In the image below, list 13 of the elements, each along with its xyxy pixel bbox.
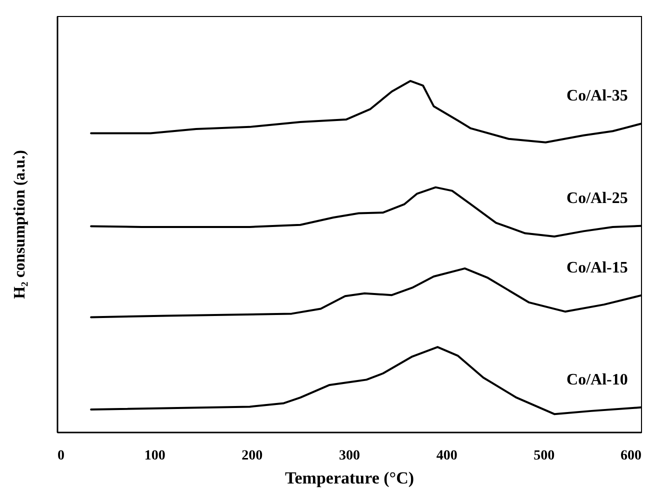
y-axis-title: H₂ consumption (a.u.) <box>12 150 28 299</box>
series-label: Co/Al-25 <box>566 190 628 207</box>
x-tick-label: 400 <box>436 448 458 464</box>
x-tick-label: 300 <box>339 448 360 464</box>
series-label: Co/Al-15 <box>566 259 628 276</box>
x-tick-label: 600 <box>620 448 642 464</box>
x-axis-title: Temperature (°C) <box>284 468 414 488</box>
x-tick-label: 500 <box>534 448 555 464</box>
series-label: Co/Al-10 <box>566 371 628 388</box>
x-tick-label: 0 <box>58 448 64 464</box>
x-tick-label: 100 <box>144 448 166 464</box>
series-label: Co/Al-35 <box>566 88 628 105</box>
x-tick-label: 200 <box>242 448 263 464</box>
